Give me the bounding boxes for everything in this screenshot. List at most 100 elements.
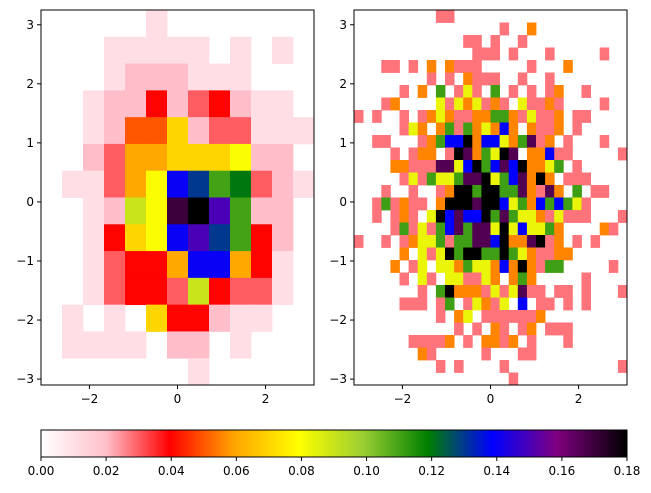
heatmap-right-cell <box>472 247 482 261</box>
heatmap-right-cell <box>435 260 446 273</box>
heatmap-left-y-tick-label: 0 <box>26 195 34 209</box>
heatmap-right-cell <box>517 297 528 311</box>
heatmap-left-cell <box>230 63 252 91</box>
heatmap-left-cell <box>167 251 189 279</box>
heatmap-right-cell <box>563 297 573 311</box>
heatmap-right-cell <box>417 135 428 148</box>
heatmap-right-cell <box>417 272 428 286</box>
heatmap-left-cell <box>251 277 273 306</box>
heatmap-right: −2 0 2 −3 −2 −1 0 1 2 3 <box>329 9 628 406</box>
heatmap-right-cell <box>435 110 446 123</box>
heatmap-right-cell <box>472 47 482 61</box>
heatmap-right-cell <box>445 72 455 86</box>
heatmap-left-cell <box>230 197 252 225</box>
heatmap-right-cell <box>526 60 537 73</box>
heatmap-right-cell <box>536 260 546 273</box>
heatmap-left-cell <box>188 331 210 359</box>
heatmap-left-cell <box>230 251 252 279</box>
heatmap-right-cell <box>399 197 409 211</box>
heatmap-right-cell <box>545 47 555 61</box>
heatmap-right-cell <box>445 235 455 248</box>
heatmap-left-cell <box>125 90 147 118</box>
heatmap-right-cell <box>399 110 409 123</box>
heatmap-right-cell <box>490 285 500 298</box>
heatmap-right-y-tick-label: 3 <box>339 18 347 32</box>
heatmap-left-cells <box>62 10 315 386</box>
heatmap-left-cell <box>230 143 252 172</box>
heatmap-right-cell <box>481 235 491 248</box>
heatmap-right-cell <box>526 222 537 236</box>
heatmap-right-cell <box>481 172 491 186</box>
heatmap-right-cell <box>599 135 610 148</box>
heatmap-right-cell <box>426 172 437 186</box>
heatmap-right-cell <box>481 210 491 223</box>
heatmap-right-cell <box>572 235 582 248</box>
heatmap-left-y-tick-label: −3 <box>16 372 34 386</box>
heatmap-right-cell <box>417 110 428 123</box>
heatmap-right-cell <box>517 235 528 248</box>
heatmap-right-cell <box>536 135 546 148</box>
heatmap-left-cell <box>104 197 126 225</box>
heatmap-right-cell <box>463 310 473 323</box>
heatmap-right-cell <box>563 335 573 348</box>
heatmap-left-cell <box>104 331 126 359</box>
colorbar-gradient <box>40 429 628 458</box>
heatmap-right-cell <box>435 122 446 136</box>
heatmap-left-cell <box>167 36 189 64</box>
heatmap-right-cell <box>417 247 428 261</box>
heatmap-left-cell <box>167 304 189 332</box>
heatmap-right-cell <box>481 185 491 198</box>
heatmap-left-cell <box>230 117 252 145</box>
heatmap-right-cell <box>463 72 473 86</box>
heatmap-left-cell <box>209 197 231 225</box>
heatmap-left-cell <box>146 277 168 306</box>
heatmap-right-cell <box>517 35 528 48</box>
heatmap-right-cell <box>463 60 473 73</box>
heatmap-right-y-tick-label: 0 <box>339 195 347 209</box>
heatmap-left-cell <box>272 90 294 118</box>
heatmap-right-cell <box>508 210 519 223</box>
heatmap-right-cell <box>408 185 419 198</box>
heatmap-right-cell <box>536 160 546 173</box>
heatmap-right-cell <box>472 122 482 136</box>
heatmap-right-cell <box>454 122 464 136</box>
heatmap-right-cell <box>536 310 546 323</box>
heatmap-right-cell <box>545 172 555 186</box>
heatmap-right-cell <box>517 210 528 223</box>
heatmap-right-cell <box>508 247 519 261</box>
heatmap-right-cell <box>508 272 519 286</box>
heatmap-right-cell <box>472 110 482 123</box>
heatmap-right-cell <box>563 210 573 223</box>
heatmap-right-cell <box>517 97 528 111</box>
heatmap-right-y-axis: −3 −2 −1 0 1 2 3 <box>329 18 354 386</box>
heatmap-right-cell <box>472 235 482 248</box>
heatmap-right-cell <box>545 247 555 261</box>
heatmap-right-cell <box>526 310 537 323</box>
heatmap-right-cell <box>463 147 473 161</box>
heatmap-right-cell <box>454 285 464 298</box>
heatmap-right-cell <box>508 110 519 123</box>
heatmap-left-cell <box>83 143 105 172</box>
heatmap-right-cell <box>545 97 555 111</box>
heatmap-left-cell <box>209 304 231 332</box>
heatmap-right-cell <box>454 260 464 273</box>
heatmap-right-cell <box>572 185 582 198</box>
heatmap-left-cell <box>272 36 294 64</box>
heatmap-right-cell <box>381 135 391 148</box>
heatmap-right-cell <box>417 285 428 298</box>
colorbar-tick-label: 0.14 <box>483 464 510 478</box>
heatmap-right-cell <box>581 210 591 223</box>
heatmap-right-cell <box>545 122 555 136</box>
heatmap-right-cell <box>599 185 610 198</box>
heatmap-right-cell <box>545 322 555 336</box>
heatmap-right-cell <box>617 360 628 373</box>
heatmap-right-cell <box>508 172 519 186</box>
heatmap-right-cell <box>381 60 391 73</box>
heatmap-right-cell <box>435 297 446 311</box>
heatmap-right-cell <box>481 97 491 111</box>
heatmap-left-cell <box>251 251 273 279</box>
colorbar-tick-label: 0.10 <box>353 464 380 478</box>
heatmap-right-cell <box>454 110 464 123</box>
heatmap-left-y-tick-label: 3 <box>26 18 34 32</box>
heatmap-right-cell <box>472 160 482 173</box>
